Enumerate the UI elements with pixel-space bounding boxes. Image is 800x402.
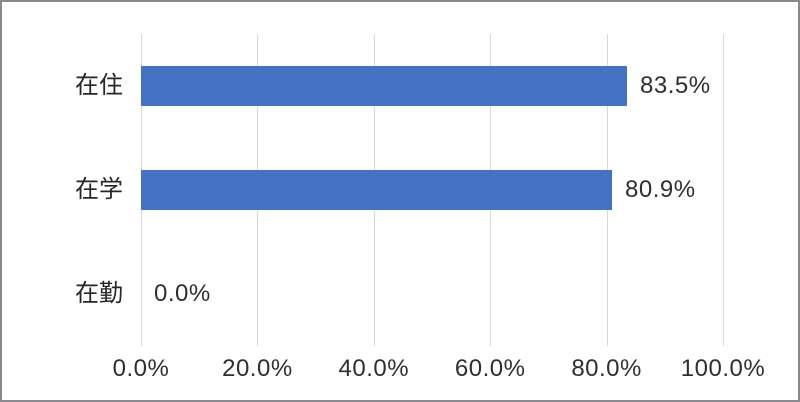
x-tick-label: 40.0% bbox=[338, 355, 410, 382]
bar-在学 bbox=[141, 170, 612, 210]
data-label: 0.0% bbox=[154, 280, 211, 307]
x-tick-label: 60.0% bbox=[454, 355, 526, 382]
x-tick-label: 20.0% bbox=[222, 355, 293, 382]
category-label: 在勤 bbox=[75, 280, 123, 307]
data-label: 80.9% bbox=[625, 176, 696, 203]
gridline bbox=[723, 34, 724, 346]
x-tick-label: 0.0% bbox=[112, 355, 170, 382]
data-label: 83.5% bbox=[640, 72, 711, 99]
category-label: 在学 bbox=[75, 176, 123, 203]
bar-在住 bbox=[141, 66, 627, 106]
category-label: 在住 bbox=[75, 72, 123, 99]
x-tick-label: 80.0% bbox=[571, 355, 642, 382]
x-tick-label: 100.0% bbox=[680, 355, 766, 382]
